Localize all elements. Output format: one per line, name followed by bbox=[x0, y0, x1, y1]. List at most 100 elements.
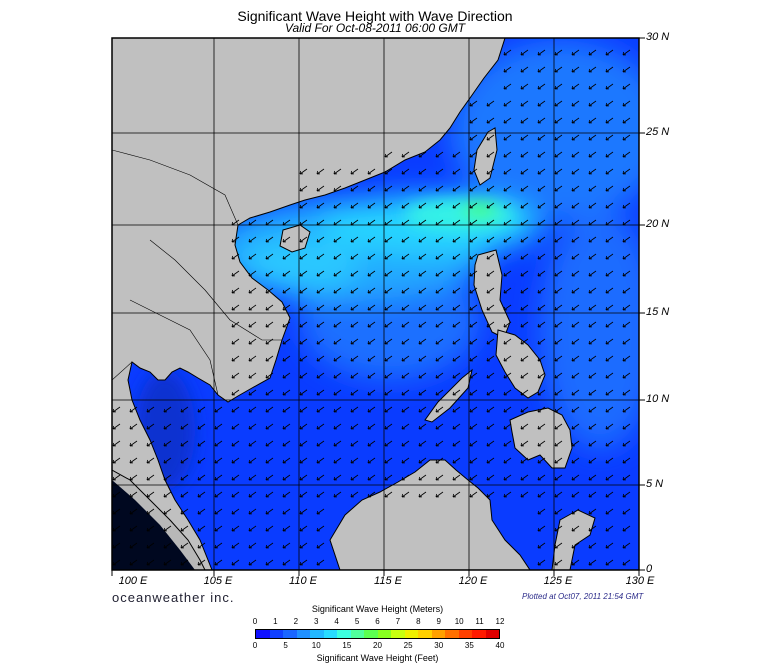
wave-arrow bbox=[554, 423, 563, 430]
wave-arrow bbox=[129, 457, 138, 464]
wave-arrow bbox=[452, 151, 461, 158]
lat-label-5n: 5 N bbox=[646, 478, 664, 490]
wave-arrow bbox=[486, 406, 495, 413]
wave-arrow bbox=[146, 559, 155, 566]
wave-arrow bbox=[469, 100, 478, 107]
wave-arrow bbox=[231, 338, 240, 345]
wave-arrow bbox=[265, 542, 274, 549]
wave-arrow bbox=[554, 338, 563, 345]
wave-arrow bbox=[384, 287, 393, 294]
wave-arrow bbox=[588, 134, 597, 141]
wave-arrow bbox=[571, 168, 580, 175]
wave-arrow bbox=[452, 168, 461, 175]
wave-arrow bbox=[588, 83, 597, 90]
wave-arrow bbox=[248, 423, 257, 430]
wave-arrow bbox=[520, 168, 529, 175]
wave-arrow bbox=[163, 440, 172, 447]
wave-arrow bbox=[622, 440, 631, 447]
wave-arrow bbox=[554, 542, 563, 549]
wave-arrow bbox=[333, 270, 342, 277]
wave-arrow bbox=[520, 338, 529, 345]
colorbar-tick: 5 bbox=[354, 617, 360, 626]
colorbar-tick: 15 bbox=[342, 641, 352, 650]
wave-arrow bbox=[554, 440, 563, 447]
wave-arrow bbox=[469, 457, 478, 464]
wave-arrow bbox=[299, 304, 308, 311]
wave-arrow bbox=[112, 457, 121, 464]
wave-arrow bbox=[146, 508, 155, 515]
wave-arrow bbox=[537, 117, 546, 124]
wave-arrow bbox=[452, 219, 461, 226]
wave-arrow bbox=[605, 168, 614, 175]
wave-arrow bbox=[384, 423, 393, 430]
wave-arrow bbox=[350, 304, 359, 311]
wave-arrow bbox=[571, 338, 580, 345]
wave-arrow bbox=[180, 559, 189, 566]
axis-ticks bbox=[111, 37, 645, 576]
wave-arrow bbox=[452, 304, 461, 311]
colorbar-swatch bbox=[377, 630, 391, 638]
wave-arrow bbox=[248, 236, 257, 243]
wave-arrow bbox=[299, 491, 308, 498]
wave-arrow bbox=[622, 134, 631, 141]
wave-arrow bbox=[554, 406, 563, 413]
wave-arrow bbox=[452, 457, 461, 464]
wave-arrow bbox=[605, 287, 614, 294]
wave-arrow bbox=[282, 542, 291, 549]
wave-arrow bbox=[316, 304, 325, 311]
wave-arrow bbox=[605, 559, 614, 566]
wave-arrow bbox=[384, 474, 393, 481]
colorbar-tick: 4 bbox=[334, 617, 339, 626]
wave-arrow bbox=[605, 423, 614, 430]
wave-arrow bbox=[435, 474, 444, 481]
wave-arrow bbox=[180, 474, 189, 481]
wave-arrow bbox=[248, 321, 257, 328]
wave-arrow bbox=[486, 134, 495, 141]
wave-arrow bbox=[571, 440, 580, 447]
wave-arrow bbox=[265, 372, 274, 379]
wave-arrow bbox=[146, 423, 155, 430]
wave-arrow bbox=[146, 491, 155, 498]
wave-arrow bbox=[367, 253, 376, 260]
wave-arrow bbox=[350, 457, 359, 464]
wave-arrow bbox=[486, 304, 495, 311]
wave-arrow bbox=[231, 525, 240, 532]
lon-label-105e: 105 E bbox=[203, 575, 233, 587]
colorbar-meter-ticks: 0 1 2 3 4 5 6 7 8 9 10 11 12 bbox=[253, 617, 505, 627]
wave-arrow bbox=[180, 457, 189, 464]
wave-arrow bbox=[146, 542, 155, 549]
wave-arrow bbox=[316, 202, 325, 209]
wave-arrow bbox=[554, 219, 563, 226]
wave-arrow bbox=[282, 372, 291, 379]
wave-arrow bbox=[146, 440, 155, 447]
wave-arrow bbox=[554, 508, 563, 515]
wave-arrow bbox=[622, 355, 631, 362]
wave-arrow bbox=[435, 287, 444, 294]
wave-arrow bbox=[350, 287, 359, 294]
wave-arrow bbox=[401, 219, 410, 226]
wave-arrow bbox=[622, 253, 631, 260]
wave-arrow bbox=[469, 304, 478, 311]
wave-arrow bbox=[622, 406, 631, 413]
colorbar-title-meters: Significant Wave Height (Meters) bbox=[311, 604, 444, 614]
wave-arrow bbox=[554, 525, 563, 532]
colorbar-tick: 1 bbox=[273, 617, 278, 626]
wave-arrow bbox=[520, 66, 529, 73]
colorbar-swatch bbox=[283, 630, 297, 638]
wave-arrow bbox=[622, 270, 631, 277]
wave-arrow bbox=[554, 389, 563, 396]
wave-arrow bbox=[503, 440, 512, 447]
wave-arrow bbox=[231, 287, 240, 294]
wave-arrow bbox=[588, 491, 597, 498]
wave-arrow bbox=[537, 236, 546, 243]
wave-arrow bbox=[469, 338, 478, 345]
wave-arrow bbox=[571, 406, 580, 413]
wave-arrow bbox=[469, 372, 478, 379]
wave-arrow bbox=[384, 372, 393, 379]
wave-arrow bbox=[571, 423, 580, 430]
wave-arrow bbox=[265, 219, 274, 226]
wave-arrow bbox=[146, 457, 155, 464]
wave-arrow bbox=[469, 423, 478, 430]
colorbar-tick: 10 bbox=[454, 617, 464, 626]
wave-arrow bbox=[299, 338, 308, 345]
